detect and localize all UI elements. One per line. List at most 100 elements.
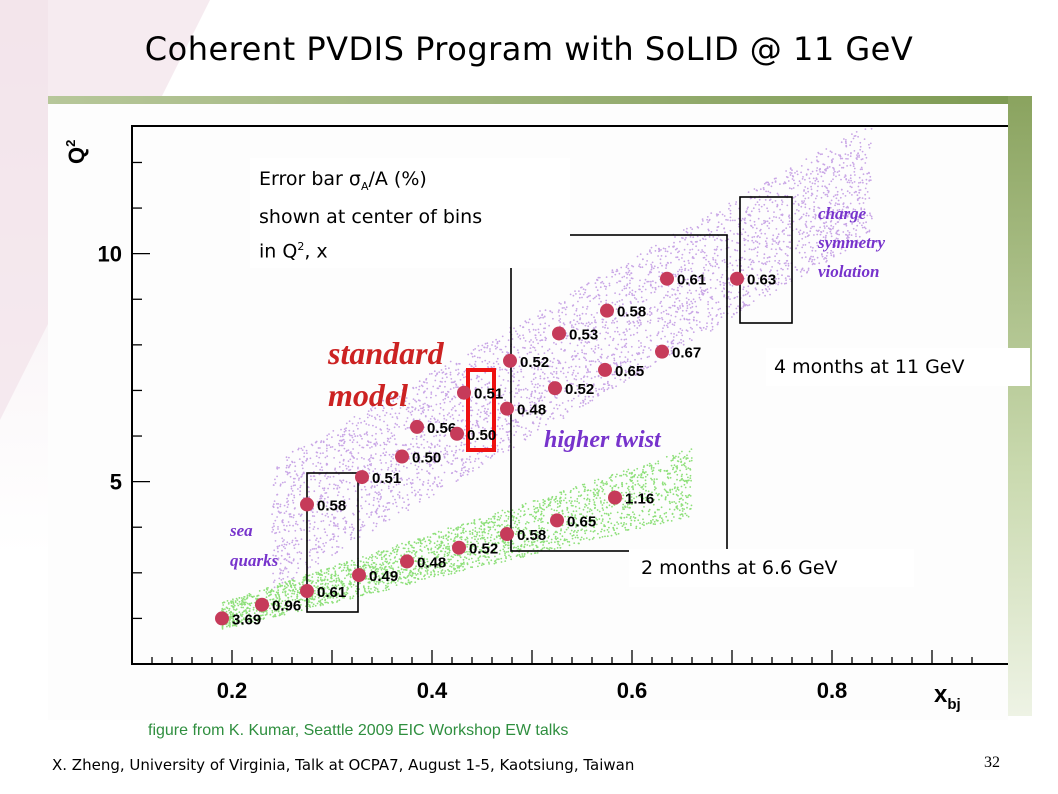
green-side-band <box>1008 96 1032 716</box>
data-point: 0.58 <box>500 527 546 544</box>
data-point: 0.67 <box>655 344 701 362</box>
data-point: 0.51 <box>457 385 503 403</box>
data-point-marker <box>300 584 314 599</box>
sea-quarks-label-1: sea <box>229 521 253 540</box>
data-point-marker <box>550 513 564 528</box>
data-point: 0.53 <box>552 326 598 343</box>
data-point-marker <box>255 597 269 612</box>
data-point: 0.56 <box>410 419 456 437</box>
x-tick-label: 0.8 <box>817 678 848 703</box>
data-point-marker <box>450 426 464 441</box>
y-axis-label: Q2 <box>63 140 89 164</box>
data-point-marker <box>352 568 366 583</box>
data-point: 0.65 <box>550 513 596 530</box>
data-point-label: 0.63 <box>747 272 776 289</box>
data-point-marker <box>600 303 614 318</box>
plot-area: 0.2 0.4 0.6 0.8 5 10 Q2 xbj 3.69 0.96 0.61 0.49… <box>48 104 1008 720</box>
data-point-marker <box>400 554 414 569</box>
note-11gev: 4 months at 11 GeV <box>766 348 1030 386</box>
higher-twist-bin-box <box>510 234 728 552</box>
green-header-band <box>48 96 1031 104</box>
x-axis-label: xbj <box>934 681 961 713</box>
data-point-label: 1.16 <box>625 491 654 508</box>
data-point-label: 0.58 <box>517 527 546 544</box>
data-point: 1.16 <box>608 490 654 508</box>
data-point-label: 0.51 <box>372 470 401 487</box>
data-point: 0.61 <box>660 271 706 289</box>
data-point-label: 0.48 <box>417 554 446 571</box>
data-point: 0.48 <box>400 554 446 571</box>
data-point-label: 0.58 <box>317 497 346 514</box>
data-point-label: 0.50 <box>467 427 496 444</box>
x-tick-label: 0.6 <box>617 678 648 703</box>
error-bar-note: Error bar σA/A (%) shown at center of bi… <box>250 158 570 268</box>
data-point-marker <box>503 353 517 368</box>
x-axis-ticks: 0.2 0.4 0.6 0.8 <box>131 650 973 703</box>
data-point-label: 0.51 <box>474 386 503 403</box>
lower-coverage-band <box>221 448 693 630</box>
data-point-label: 0.61 <box>317 584 346 601</box>
data-point-label: 0.56 <box>427 420 456 437</box>
data-point: 0.48 <box>500 401 546 419</box>
data-point-label: 0.61 <box>677 272 706 289</box>
figure-caption: figure from K. Kumar, Seattle 2009 EIC W… <box>148 722 569 739</box>
data-point: 0.51 <box>355 470 401 487</box>
data-point-marker <box>300 497 314 512</box>
data-point-label: 0.48 <box>517 402 546 419</box>
data-point-label: 0.53 <box>569 326 598 343</box>
data-point-label: 0.50 <box>412 450 441 467</box>
slide-title: Coherent PVDIS Program with SoLID @ 11 G… <box>144 30 914 68</box>
y-tick-label: 5 <box>110 470 122 495</box>
data-point-label: 0.52 <box>469 541 498 558</box>
x-tick-label: 0.4 <box>417 678 448 703</box>
standard-model-label-2: model <box>328 377 408 413</box>
data-point: 0.65 <box>598 362 644 380</box>
data-point: 0.96 <box>255 597 301 615</box>
data-point-label: 0.65 <box>615 363 644 380</box>
data-point-marker <box>500 527 514 542</box>
data-point-marker <box>410 419 424 434</box>
sea-quarks-label-2: quarks <box>230 551 279 570</box>
data-point-label: 0.58 <box>617 304 646 321</box>
csv-bin-box <box>739 196 793 324</box>
data-point: 0.49 <box>352 568 398 585</box>
sea-quark-bin-box <box>306 472 359 613</box>
data-point-marker <box>452 540 466 555</box>
data-point-label: 0.52 <box>520 354 549 371</box>
data-point: 0.50 <box>395 449 441 467</box>
standard-model-highlight-box <box>466 368 496 452</box>
data-points: 3.69 0.96 0.61 0.49 0.48 0.52 0.58 0.65 1.16 0.58… <box>215 271 776 628</box>
data-point-marker <box>355 470 369 485</box>
q2-vs-xbj-chart: 0.2 0.4 0.6 0.8 5 10 Q2 xbj 3.69 0.96 0.61 0.49… <box>63 125 1008 713</box>
slide-footer: X. Zheng, University of Virginia, Talk a… <box>52 756 635 774</box>
csv-label-3: violation <box>818 262 879 281</box>
data-point-marker <box>215 611 229 626</box>
data-point-label: 0.96 <box>272 598 301 615</box>
data-point: 0.52 <box>548 381 594 398</box>
data-point-marker <box>598 362 612 377</box>
data-point-label: 3.69 <box>232 611 261 628</box>
note-66gev: 2 months at 6.6 GeV <box>629 549 914 587</box>
data-point-marker <box>548 381 562 396</box>
data-point: 3.69 <box>215 611 261 628</box>
data-point-marker <box>655 344 669 359</box>
data-point: 0.58 <box>600 303 646 321</box>
data-point-marker <box>660 271 674 286</box>
page-number: 32 <box>984 754 1000 771</box>
data-point-marker <box>552 326 566 341</box>
data-point: 0.52 <box>452 540 498 558</box>
data-point: 0.61 <box>300 584 346 601</box>
data-point: 0.52 <box>503 353 549 371</box>
standard-model-label-1: standard <box>327 335 445 371</box>
higher-twist-label: higher twist <box>544 427 662 453</box>
data-point-marker <box>730 271 744 286</box>
data-point-marker <box>395 449 409 464</box>
data-point-label: 0.49 <box>369 568 398 585</box>
data-point: 0.50 <box>450 426 496 444</box>
error-bar-note-line-1: Error bar σA/A (%) <box>259 168 427 193</box>
csv-label-1: charge <box>818 204 867 223</box>
data-point: 0.58 <box>300 497 346 514</box>
data-point-label: 0.67 <box>672 345 701 362</box>
csv-label-2: symmetry <box>817 233 885 252</box>
y-axis-ticks: 5 10 <box>98 161 150 620</box>
